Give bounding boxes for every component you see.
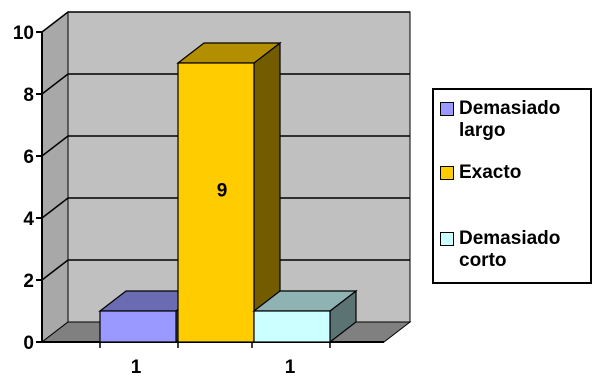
- y-tick-label: 10: [13, 23, 34, 44]
- bar-demasiado-largo: [98, 289, 204, 344]
- gridline: [41, 197, 410, 219]
- bars: [98, 41, 358, 344]
- legend-label: Demasiado corto: [459, 228, 561, 271]
- gridline: [41, 11, 410, 33]
- legend-item-exacto: Exacto: [440, 162, 589, 184]
- data-label: 1: [285, 357, 296, 378]
- data-label: 9: [217, 181, 228, 202]
- data-label: 1: [131, 357, 142, 378]
- bar-front: [253, 310, 331, 343]
- y-tick-label: 8: [23, 85, 34, 106]
- gridline: [41, 73, 410, 95]
- legend-swatch-exacto: [440, 166, 454, 180]
- y-tick-labels: 0 2 4 6 8 10: [13, 23, 35, 354]
- y-tick-label: 2: [23, 271, 34, 292]
- gridline: [41, 135, 410, 157]
- gridlines: [41, 11, 410, 281]
- bar-front: [177, 62, 255, 343]
- y-tick-label: 0: [23, 333, 34, 354]
- legend-label: Exacto: [459, 162, 522, 183]
- y-tick-label: 6: [23, 147, 34, 168]
- legend-item-demasiado-corto: Demasiado corto: [440, 228, 589, 272]
- legend: Demasiado largo Exacto Demasiado corto: [432, 88, 592, 284]
- bar-exacto: [176, 41, 282, 344]
- gridline: [41, 259, 410, 281]
- bar-demasiado-corto: [252, 289, 358, 344]
- side-wall: [41, 10, 69, 344]
- bar-front: [99, 310, 177, 343]
- legend-swatch-demasiado-largo: [440, 102, 454, 116]
- legend-item-demasiado-largo: Demasiado largo: [440, 98, 589, 142]
- legend-label: Demasiado largo: [459, 98, 561, 141]
- x-labels: 1 9 1: [131, 181, 296, 378]
- legend-swatch-demasiado-corto: [440, 232, 454, 246]
- y-tick-label: 4: [23, 209, 34, 230]
